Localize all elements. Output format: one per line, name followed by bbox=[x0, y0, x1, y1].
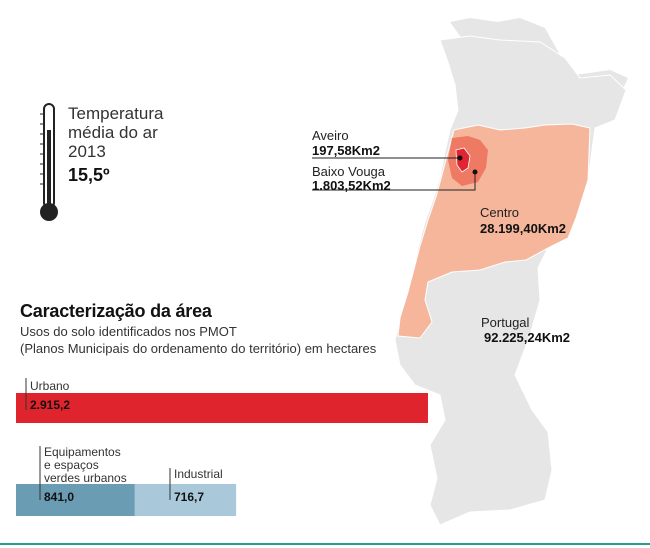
bar-equipamentos bbox=[16, 484, 135, 516]
bar-urbano-category-line-1: Urbano bbox=[30, 379, 70, 393]
bar-equipamentos-value-label: 841,0 bbox=[44, 490, 75, 504]
bar-urbano-value-label: 2.915,2 bbox=[30, 398, 71, 412]
baixo-vouga-connector-dot bbox=[472, 169, 478, 175]
baixo-vouga-label: Baixo Vouga bbox=[312, 164, 386, 179]
portugal-area: 92.225,24Km2 bbox=[484, 330, 571, 345]
centro-label: Centro bbox=[480, 205, 520, 220]
bar-urbano bbox=[16, 393, 428, 423]
aveiro-area: 197,58Km2 bbox=[312, 143, 380, 158]
temperature-title-line-1: Temperatura bbox=[68, 104, 164, 123]
aveiro-label: Aveiro bbox=[312, 128, 349, 143]
portugal-label: Portugal bbox=[481, 315, 530, 330]
temperature-title-line-2: média do ar bbox=[68, 123, 158, 142]
section-title: Caracterização da área bbox=[20, 301, 212, 321]
section-subtitle-1: Usos do solo identificados nos PMOT bbox=[20, 324, 237, 339]
thermometer-icon bbox=[40, 103, 58, 221]
centro-area: 28.199,40Km2 bbox=[480, 221, 567, 236]
section-subtitle-2: (Planos Municipais do ordenamento do ter… bbox=[20, 341, 377, 356]
bottom-rule bbox=[0, 543, 650, 545]
temperature-title: Temperatura média do ar 2013 bbox=[68, 104, 188, 161]
bar-equipamentos-category-line-1: Equipamentos bbox=[44, 445, 121, 459]
bar-industrial-category-line-1: Industrial bbox=[174, 467, 223, 481]
centro-region-shape bbox=[397, 123, 591, 339]
bar-industrial bbox=[134, 484, 237, 516]
temperature-title-line-3: 2013 bbox=[68, 142, 106, 161]
baixo-vouga-connector-line bbox=[312, 172, 476, 191]
baixo-vouga-area: 1.803,52Km2 bbox=[312, 178, 391, 193]
bar-industrial-value-label: 716,7 bbox=[174, 490, 205, 504]
aveiro-municipality-shape bbox=[455, 147, 471, 173]
bar-industrial-category-label: Industrial bbox=[174, 468, 223, 481]
aveiro-connector-dot bbox=[457, 155, 463, 161]
bar-equipamentos-category-line-2: e espaços bbox=[44, 458, 99, 472]
bar-urbano-category-label: Urbano bbox=[30, 380, 69, 393]
temperature-value: 15,5º bbox=[68, 165, 110, 185]
bar-equipamentos-category-line-3: verdes urbanos bbox=[44, 471, 127, 485]
bar-equipamentos-category-label: Equipamentos e espaços verdes urbanos bbox=[44, 446, 127, 485]
